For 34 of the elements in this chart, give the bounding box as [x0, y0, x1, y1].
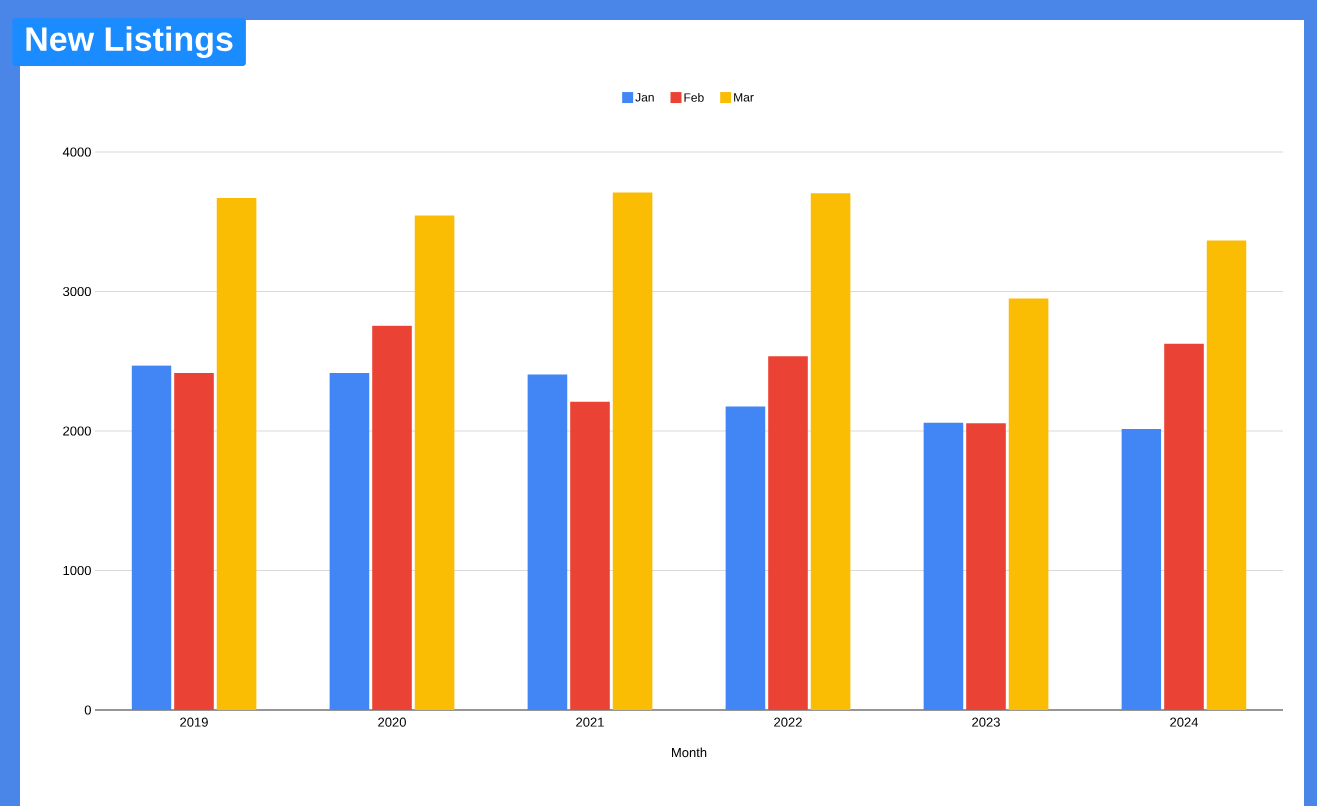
legend-label: Feb [684, 92, 704, 102]
bar [372, 325, 412, 710]
y-tick-label: 2000 [63, 426, 91, 436]
chart-title: New Listings [26, 26, 233, 59]
legend-label: Mar [734, 93, 754, 102]
x-tick-label: 2021 [576, 717, 604, 727]
bar [174, 373, 214, 710]
bar [923, 422, 964, 710]
bar [1121, 428, 1162, 710]
bar [527, 374, 568, 710]
bar [612, 192, 653, 710]
y-tick-label: 3000 [63, 286, 91, 297]
y-tick-label: 1000 [63, 565, 91, 576]
x-tick-label: 2019 [180, 717, 208, 727]
bar [1008, 298, 1049, 710]
bar [966, 423, 1006, 710]
bar [810, 193, 851, 710]
legend-label: Jan [635, 93, 654, 102]
bar [131, 365, 172, 710]
bar [768, 356, 808, 710]
x-axis-title: Month [672, 747, 707, 758]
bar [1206, 240, 1247, 710]
x-tick-label: 2020 [378, 717, 406, 727]
bar [329, 373, 370, 710]
bar [725, 406, 766, 710]
bar [216, 198, 257, 710]
y-tick-label: 0 [84, 705, 91, 715]
x-tick-label: 2022 [774, 717, 802, 727]
bar [1164, 343, 1204, 710]
bar [570, 401, 610, 710]
x-tick-label: 2023 [972, 717, 1000, 727]
y-tick-label: 4000 [62, 147, 91, 157]
bar [414, 215, 455, 710]
x-tick-label: 2024 [1170, 717, 1199, 727]
